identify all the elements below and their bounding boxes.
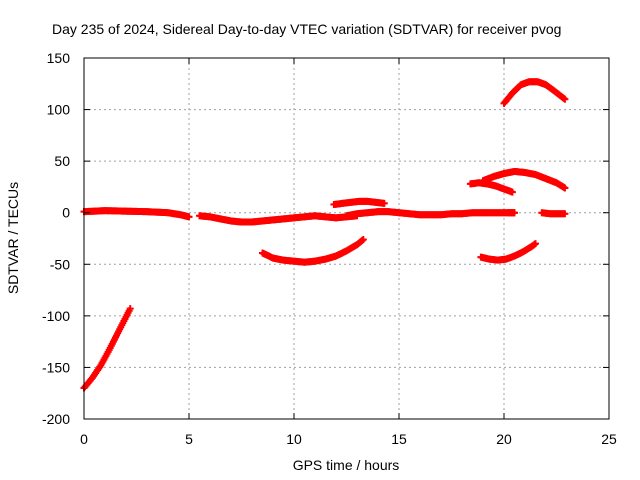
data-point	[511, 209, 518, 217]
axis-ticks	[83, 57, 610, 420]
data-series-arc-4	[259, 236, 367, 266]
data-point	[185, 213, 193, 221]
x-tick-label: 15	[391, 431, 407, 447]
data-series-arc-9	[477, 240, 539, 264]
y-axis-title: SDTVAR / TECUs	[5, 182, 21, 294]
data-point	[126, 305, 134, 313]
y-tick-label: -150	[42, 359, 70, 375]
data-series-arc-2	[80, 207, 193, 221]
data-series-arc-7	[466, 179, 516, 196]
grid	[84, 58, 609, 419]
data-series-arc-11	[504, 209, 518, 217]
plot-frame	[83, 57, 610, 420]
data-point	[532, 240, 539, 248]
chart-title: Day 235 of 2024, Sidereal Day-to-day VTE…	[52, 21, 561, 37]
data-point	[380, 199, 388, 207]
data-point	[359, 236, 367, 244]
data-series-arc-8	[479, 167, 569, 192]
data-series-arc-5	[330, 197, 388, 208]
y-tick-label: 150	[47, 50, 71, 66]
x-axis-title: GPS time / hours	[293, 457, 400, 473]
y-tick-label: -100	[42, 308, 70, 324]
x-tick-label: 0	[80, 431, 88, 447]
data-series-arc-10	[500, 78, 569, 107]
x-tick-label: 10	[286, 431, 302, 447]
data-series-arc-3	[196, 212, 361, 226]
tick-labels: 0 5 10 15 20 25 -200 -150 -100 -50 0 50 100 150	[42, 50, 617, 447]
x-tick-label: 5	[185, 431, 193, 447]
data-point	[561, 210, 569, 218]
y-tick-label: 50	[54, 153, 70, 169]
y-tick-label: 0	[62, 205, 70, 221]
y-tick-label: -50	[50, 256, 70, 272]
data-point	[561, 184, 569, 192]
x-tick-label: 25	[601, 431, 617, 447]
x-tick-label: 20	[496, 431, 512, 447]
data-series-arc-12	[538, 209, 569, 218]
data-point	[561, 95, 569, 103]
y-tick-label: 100	[47, 102, 71, 118]
data-points	[80, 78, 569, 392]
y-tick-label: -200	[42, 411, 70, 427]
data-point	[508, 188, 516, 196]
